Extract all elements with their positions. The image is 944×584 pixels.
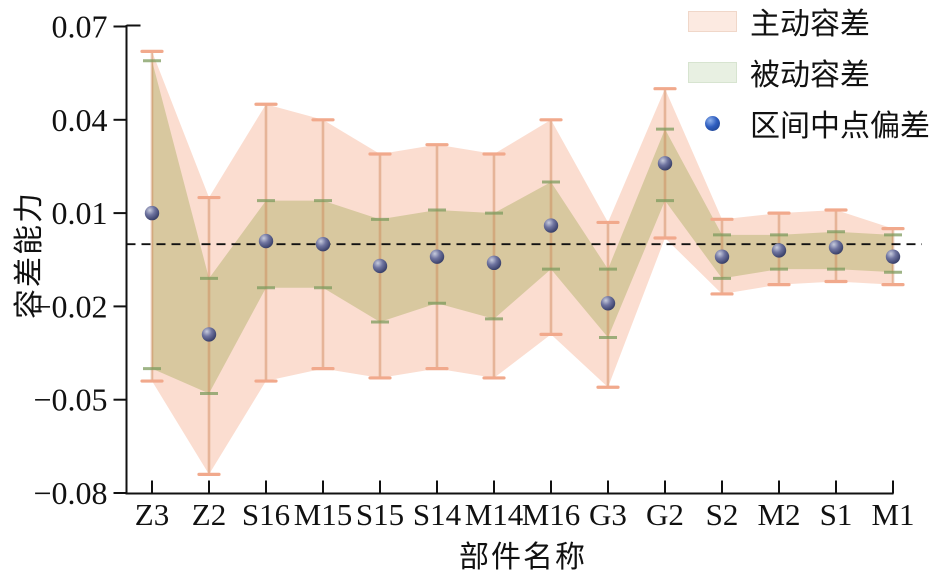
x-axis-title: 部件名称	[459, 541, 587, 574]
x-tick-label-Z2: Z2	[192, 497, 226, 532]
data-point-S15	[372, 258, 388, 274]
legend-label: 区间中点偏差	[750, 110, 930, 143]
data-point-S2	[714, 249, 730, 264]
data-point-Z3	[144, 205, 160, 221]
x-tick-label-S14: S14	[413, 497, 462, 532]
legend-item-midpoint-deviation: 区间中点偏差	[688, 108, 930, 143]
legend-item-passive-tolerance: 被动容差	[688, 57, 930, 92]
y-axis-title: 容差能力	[13, 191, 46, 319]
data-point-S16	[258, 233, 274, 249]
x-tick-label-M15: M15	[294, 497, 353, 532]
data-point-G2	[657, 156, 673, 171]
x-tick-label-M16: M16	[522, 497, 581, 532]
legend-label: 被动容差	[750, 59, 870, 92]
x-tick-label-M2: M2	[757, 497, 800, 532]
x-tick-label-S16: S16	[242, 497, 290, 532]
data-point-M16	[543, 218, 559, 233]
sphere-dot-icon	[688, 115, 737, 131]
x-tick-label-M14: M14	[465, 497, 524, 532]
data-point-G3	[600, 296, 616, 311]
y-tick-label: 0.04	[52, 102, 108, 138]
y-tick-label: 0.07	[52, 9, 108, 45]
x-tick-label-M1: M1	[871, 497, 914, 532]
y-tick-label: −0.08	[33, 475, 107, 511]
y-tick-label: 0.01	[52, 195, 108, 231]
data-point-M15	[315, 237, 331, 252]
data-point-M1	[885, 249, 901, 264]
data-point-Z2	[201, 327, 217, 342]
x-tick-label-S15: S15	[356, 497, 404, 532]
x-tick-label-G3: G3	[589, 497, 627, 532]
y-tick-label: −0.05	[33, 382, 107, 418]
y-tick-label: −0.02	[33, 288, 107, 324]
legend-label: 主动容差	[750, 8, 870, 41]
legend: 主动容差 被动容差 区间中点偏差	[688, 6, 930, 159]
data-point-M14	[486, 255, 502, 271]
passive-tolerance-band	[152, 60, 893, 394]
passive-tolerance-swatch-icon	[688, 61, 737, 83]
active-tolerance-swatch-icon	[688, 10, 737, 32]
x-tick-label-S2: S2	[706, 497, 739, 532]
x-tick-label-G2: G2	[646, 497, 684, 532]
legend-item-active-tolerance: 主动容差	[688, 6, 930, 41]
data-point-S1	[828, 240, 844, 255]
data-point-M2	[771, 243, 787, 258]
data-point-S14	[429, 249, 445, 264]
x-tick-label-Z3: Z3	[135, 497, 169, 532]
x-tick-label-S1: S1	[820, 497, 853, 532]
